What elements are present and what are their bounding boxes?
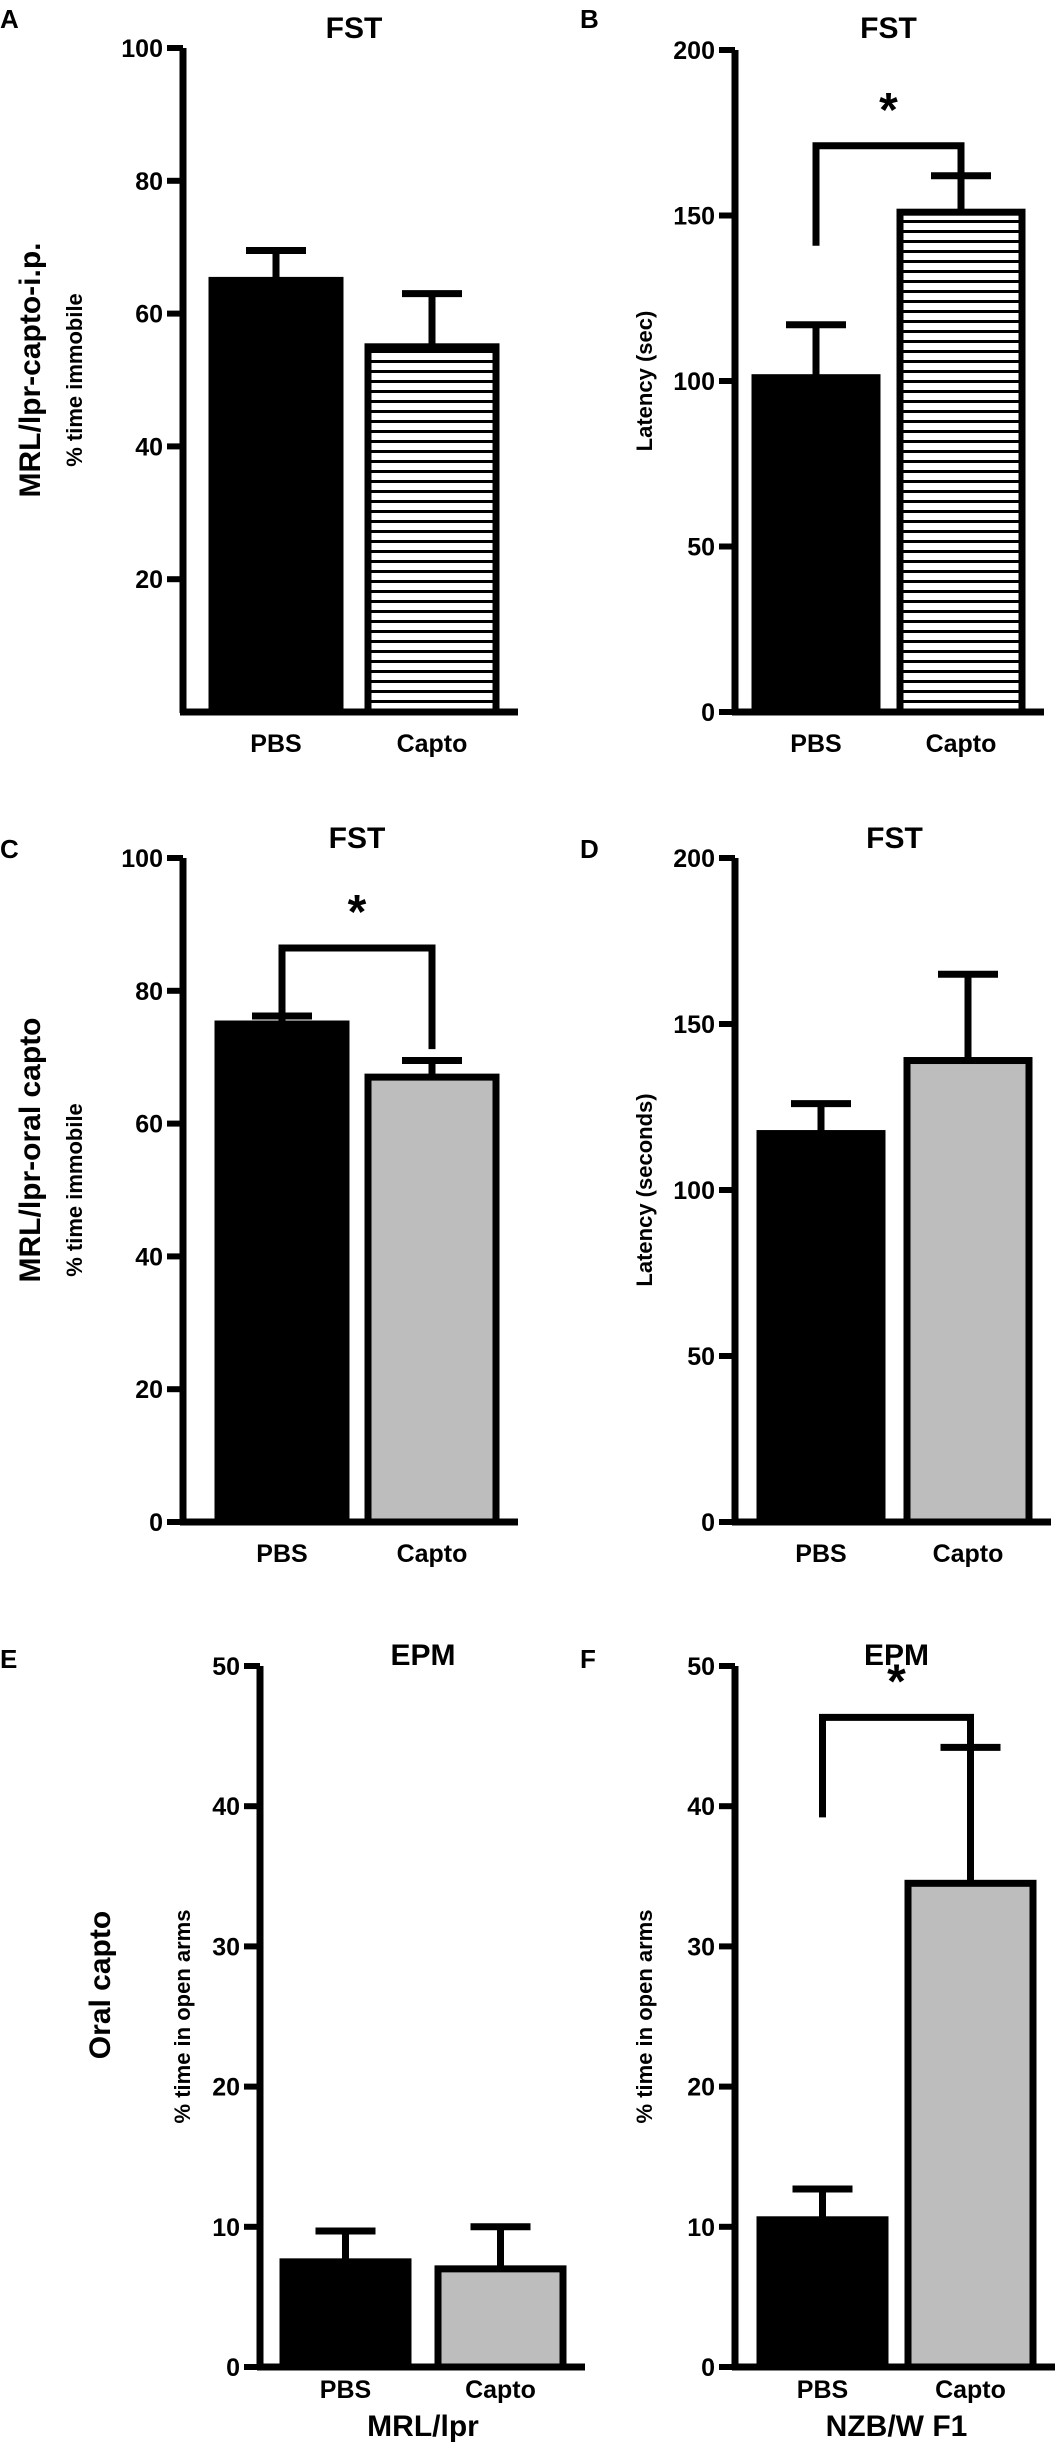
panel-d: D FST 0 50 100 150 200 Latency (seconds) PBS Capt… [580,822,1051,1568]
chart-title: EPM [390,1639,455,1672]
y-tick-label: 0 [701,2354,715,2382]
y-tick-label: 60 [135,1111,163,1139]
panel-letter: F [580,1644,596,1674]
x-axis-label: NZB/W F1 [826,2410,968,2443]
y-tick-label: 0 [149,1509,163,1537]
x-tick-label: Capto [926,730,997,758]
panel-letter: D [580,834,599,864]
row-label-1: MRL/lpr-capto-i.p. [14,243,47,498]
y-tick-label: 80 [135,978,163,1006]
y-tick-label: 60 [135,301,163,329]
y-tick-label: 40 [687,1793,715,1821]
bar-pbs [279,2258,412,2371]
x-tick-label: Capto [465,2376,536,2404]
y-tick-label: 20 [135,1376,163,1404]
bar-pbs [208,276,344,716]
y-axis-label: % time immobile [62,1103,87,1277]
y-tick-label: 0 [701,1509,715,1537]
x-tick-label: Capto [935,2376,1006,2404]
y-tick-label: 100 [673,1177,715,1205]
y-tick-label: 50 [687,1653,715,1681]
y-axis-label: % time in open arms [632,1910,657,2124]
bar-capto [364,343,500,716]
x-tick-label: PBS [320,2376,371,2404]
significance-bracket [812,142,965,246]
y-axis-label: % time immobile [62,293,87,467]
panel-letter: B [580,4,599,34]
chart-title: FST [866,822,923,855]
panel-letter: C [0,834,19,864]
panel-c: C FST 0 20 40 60 80 100 % time immobile PBS Capto * [0,822,518,1568]
panel-f: F EPM 0 10 20 30 40 50 % time in open arms PBS Cap… [580,1639,1055,2443]
x-tick-label: PBS [790,730,841,758]
y-axis-label: Latency (seconds) [632,1093,657,1286]
bar-pbs [756,2216,889,2371]
y-tick-label: 50 [687,1343,715,1371]
significance-star: * [879,84,898,137]
significance-star: * [348,886,367,939]
panel-b: B FST 0 50 100 150 200 Latency (sec) PBS Capto * [580,4,1044,758]
chart-title: FST [860,12,917,45]
y-tick-label: 100 [673,368,715,396]
bar-capto [434,2265,567,2371]
y-tick-label: 50 [687,534,715,562]
significance-star: * [887,1655,906,1708]
y-tick-label: 40 [135,1243,163,1271]
x-axis-label: MRL/lpr [367,2410,479,2443]
y-axis-label: Latency (sec) [632,311,657,452]
row-label-2: MRL/lpr-oral capto [14,1017,47,1282]
y-tick-label: 10 [212,2214,240,2242]
y-tick-label: 0 [226,2354,240,2382]
y-tick-label: 10 [687,2214,715,2242]
y-tick-label: 200 [673,845,715,873]
y-tick-label: 20 [687,2074,715,2102]
panel-letter: E [0,1644,17,1674]
y-tick-label: 20 [135,566,163,594]
x-tick-label: PBS [795,1540,846,1568]
y-tick-label: 0 [701,699,715,727]
panel-letter: A [0,4,19,34]
y-tick-label: 150 [673,203,715,231]
row-label-3: Oral capto [84,1911,117,2059]
bar-capto [896,208,1026,716]
y-tick-label: 50 [212,1653,240,1681]
y-tick-label: 100 [121,845,163,873]
y-tick-label: 200 [673,37,715,65]
y-tick-label: 30 [212,1933,240,1961]
panel-a: A FST 20 40 60 80 100 % time immobile PBS Capto [0,4,518,758]
panel-e: E EPM 0 10 20 30 40 50 % time in open arms PBS Cap… [0,1639,585,2443]
bar-pbs [751,374,881,716]
x-tick-label: PBS [797,2376,848,2404]
x-tick-label: PBS [256,1540,307,1568]
y-axis-label: % time in open arms [170,1910,195,2124]
y-tick-label: 100 [121,35,163,63]
y-tick-label: 40 [135,433,163,461]
significance-bracket [278,944,436,1050]
x-tick-label: Capto [397,730,468,758]
x-tick-label: Capto [397,1540,468,1568]
chart-title: FST [329,822,386,855]
x-tick-label: Capto [933,1540,1004,1568]
bar-capto [903,1057,1033,1526]
bar-pbs [214,1020,350,1526]
bar-pbs [756,1130,886,1526]
y-tick-label: 30 [687,1933,715,1961]
chart-title: EPM [864,1639,929,1672]
x-tick-label: PBS [250,730,301,758]
bar-capto [904,1879,1037,2371]
y-tick-label: 150 [673,1011,715,1039]
y-tick-label: 20 [212,2074,240,2102]
y-tick-label: 80 [135,168,163,196]
significance-bracket [819,1713,974,1818]
bar-capto [364,1073,500,1526]
chart-title: FST [326,12,383,45]
y-tick-label: 40 [212,1793,240,1821]
